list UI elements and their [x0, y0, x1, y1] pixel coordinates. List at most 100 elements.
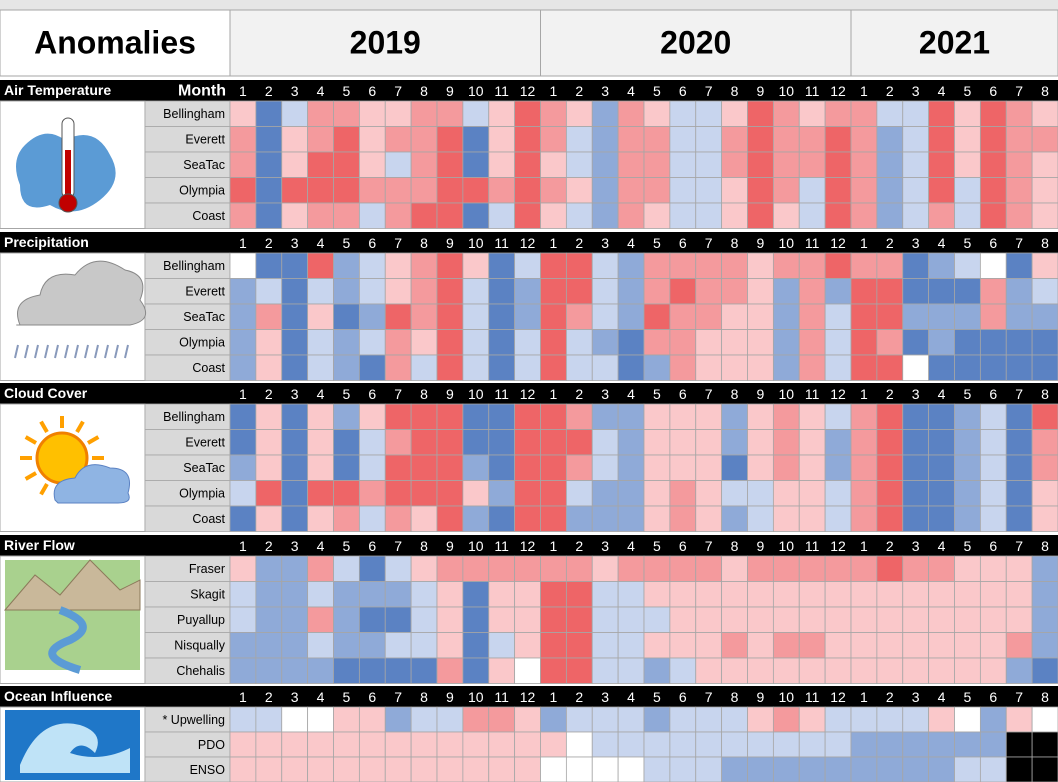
anomaly-cell	[876, 632, 904, 659]
anomaly-cell	[798, 632, 826, 659]
anomaly-cell	[850, 252, 878, 279]
month-number: 4	[317, 689, 325, 705]
anomaly-cell	[979, 480, 1007, 507]
anomaly-cell	[772, 606, 800, 633]
anomaly-cell	[514, 252, 541, 279]
row-label-cell	[144, 329, 231, 356]
anomaly-cell	[333, 505, 360, 532]
month-number: 2	[265, 689, 273, 705]
month-number: 2	[575, 386, 583, 402]
anomaly-cell	[410, 100, 438, 127]
anomaly-cell	[979, 429, 1007, 456]
anomaly-cell	[669, 555, 697, 582]
anomaly-cell	[617, 354, 645, 381]
anomaly-cell	[488, 151, 516, 178]
anomaly-cell	[617, 126, 645, 153]
anomaly-cell	[876, 177, 904, 204]
anomaly-cell	[772, 403, 800, 430]
anomaly-cell	[928, 657, 955, 684]
anomaly-cell	[488, 581, 516, 608]
anomaly-cell	[643, 278, 671, 305]
anomaly-cell	[514, 581, 541, 608]
anomaly-cell	[307, 177, 334, 204]
anomaly-cell	[695, 756, 723, 782]
anomaly-cell	[514, 632, 541, 659]
anomaly-cell	[954, 303, 981, 330]
anomaly-cell	[565, 252, 593, 279]
anomaly-cell	[255, 731, 283, 758]
anomaly-cell	[514, 177, 541, 204]
anomaly-cell	[850, 278, 878, 305]
anomaly-cell	[747, 177, 774, 204]
anomaly-cell	[307, 606, 334, 633]
year-label: 2020	[660, 24, 731, 60]
anomaly-cell	[540, 657, 567, 684]
anomaly-cell	[565, 454, 593, 481]
anomaly-cell	[565, 480, 593, 507]
anomaly-cell	[695, 278, 723, 305]
anomaly-cell	[902, 151, 930, 178]
anomaly-cell	[488, 505, 516, 532]
row-label: SeaTac	[183, 310, 225, 324]
anomaly-cell	[772, 706, 800, 733]
anomaly-cell	[643, 429, 671, 456]
anomaly-cell	[384, 100, 412, 127]
month-number: 8	[1041, 386, 1049, 402]
month-number: 9	[757, 538, 765, 554]
anomaly-cell	[514, 403, 541, 430]
row-label: PDO	[198, 738, 225, 752]
anomaly-cell	[1005, 480, 1033, 507]
month-number: 4	[317, 235, 325, 251]
month-number: 8	[1041, 83, 1049, 99]
anomaly-cell	[591, 632, 619, 659]
anomaly-cell	[979, 278, 1007, 305]
month-number: 12	[520, 83, 536, 99]
anomaly-cell	[721, 731, 748, 758]
anomaly-cell	[436, 555, 464, 582]
icon-shape	[65, 150, 71, 200]
month-number: 1	[860, 83, 868, 99]
month-number: 6	[989, 386, 997, 402]
month-number: 10	[779, 538, 795, 554]
row-label-cell	[144, 151, 231, 178]
anomaly-cell	[436, 480, 464, 507]
anomaly-cell	[1031, 505, 1058, 532]
anomaly-cell	[384, 706, 412, 733]
anomaly-cell	[462, 731, 490, 758]
anomaly-cell	[798, 480, 826, 507]
month-number: 1	[239, 235, 247, 251]
anomaly-cell	[954, 555, 981, 582]
anomaly-cell	[255, 756, 283, 782]
row-label: ENSO	[190, 763, 226, 777]
month-number: 7	[394, 235, 402, 251]
anomaly-cell	[902, 202, 930, 229]
anomaly-cell	[747, 505, 774, 532]
month-number: 3	[601, 235, 609, 251]
anomaly-cell	[410, 278, 438, 305]
month-number: 5	[343, 689, 351, 705]
anomaly-cell	[462, 403, 490, 430]
month-number: 6	[679, 689, 687, 705]
anomaly-cell	[695, 706, 723, 733]
month-number: 9	[446, 235, 454, 251]
anomaly-cell	[410, 429, 438, 456]
icon-shape	[34, 344, 39, 359]
anomaly-cell	[281, 581, 309, 608]
anomaly-cell	[798, 505, 826, 532]
anomaly-cell	[333, 429, 360, 456]
anomaly-cell	[255, 403, 283, 430]
anomaly-cell	[695, 731, 723, 758]
anomaly-cell	[979, 555, 1007, 582]
month-number: 9	[446, 689, 454, 705]
row-label: Olympia	[179, 184, 225, 198]
anomaly-cell	[617, 177, 645, 204]
anomaly-cell	[462, 706, 490, 733]
anomaly-cell	[902, 329, 930, 356]
month-number: 10	[779, 386, 795, 402]
anomaly-cell	[798, 706, 826, 733]
anomaly-cell	[954, 151, 981, 178]
anomaly-cell	[979, 329, 1007, 356]
anomaly-cell	[229, 329, 257, 356]
anomaly-cell	[747, 403, 774, 430]
anomaly-cell	[540, 126, 567, 153]
